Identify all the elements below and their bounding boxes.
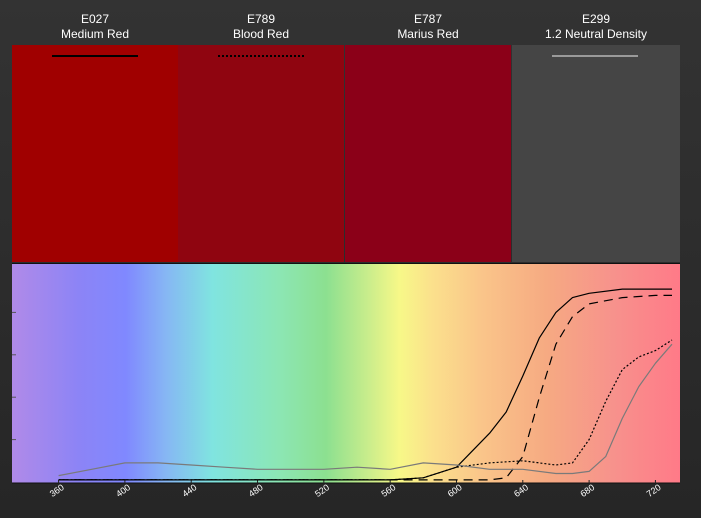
legend-line-solid [52, 55, 138, 57]
filter-column-e299: E299 1.2 Neutral Density [512, 0, 680, 262]
x-tick-label: 600 [446, 482, 464, 499]
filter-column-e787: E787 Marius Red [345, 0, 511, 262]
color-swatch [512, 45, 680, 262]
x-tick-label: 360 [48, 482, 66, 499]
filter-code: E027 [80, 12, 110, 26]
filter-header: E027 Medium Red [12, 12, 178, 42]
filter-column-e027: E027 Medium Red [12, 0, 178, 262]
color-swatch [12, 45, 178, 262]
filter-code: E787 [413, 12, 443, 26]
filter-code: E789 [246, 12, 276, 26]
transmission-chart: 360 400 440 480 520 560 600 640 680 720 [12, 263, 680, 499]
legend-line-dotted [218, 55, 304, 57]
filter-header: E789 Blood Red [178, 12, 344, 42]
x-tick-label: 640 [512, 482, 530, 499]
filter-name: 1.2 Neutral Density [544, 27, 648, 41]
x-tick-label: 520 [313, 482, 331, 499]
spectrum-background [12, 264, 680, 483]
color-swatch [345, 45, 511, 262]
filter-code: E299 [581, 12, 611, 26]
x-tick-label: 560 [379, 482, 397, 499]
filter-column-e789: E789 Blood Red [178, 0, 344, 262]
filter-header: E787 Marius Red [345, 12, 511, 42]
filter-name: Marius Red [397, 27, 459, 41]
series-layer [58, 288, 673, 481]
x-tick-label: 480 [247, 482, 265, 499]
filter-header: E299 1.2 Neutral Density [512, 12, 680, 42]
color-swatch [178, 45, 344, 262]
transmission-curve-4 [58, 343, 673, 477]
chart-svg: 360 400 440 480 520 560 600 640 680 720 [12, 264, 680, 499]
transmission-curve-2 [58, 339, 673, 481]
x-tick-label: 680 [578, 482, 596, 499]
x-tick-label: 400 [114, 482, 132, 499]
filter-name: Medium Red [60, 27, 130, 41]
filter-name: Blood Red [232, 27, 290, 41]
legend-line-gray [552, 55, 638, 57]
x-tick-label: 720 [645, 482, 663, 499]
x-tick-label: 440 [180, 482, 198, 499]
